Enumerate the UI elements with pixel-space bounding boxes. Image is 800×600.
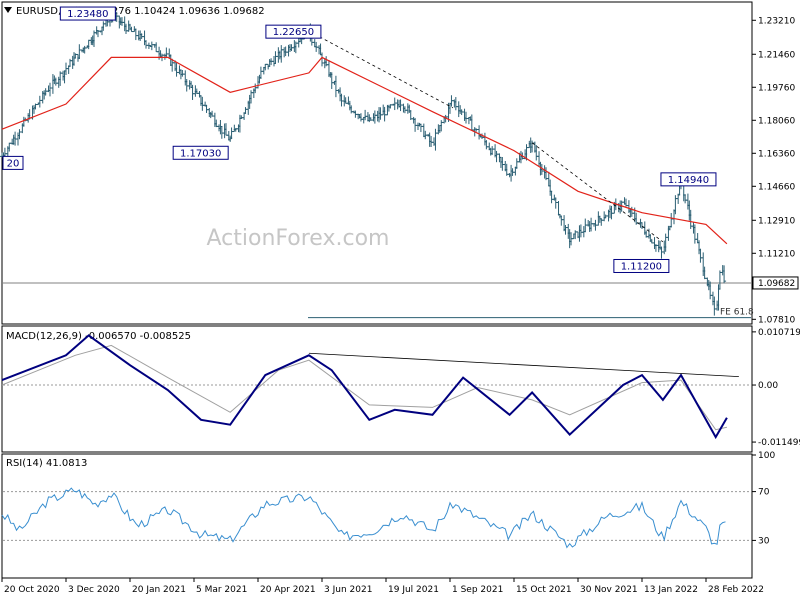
macd-y-label: 0.00 (758, 381, 778, 391)
rsi-y-label: 70 (758, 488, 770, 498)
price-y-label: 1.21460 (758, 50, 795, 60)
price-y-label: 1.11210 (758, 249, 795, 259)
x-tick-label: 3 Dec 2020 (68, 585, 120, 595)
annotation-box (2, 155, 24, 170)
price-layer: FE 61.8 1.23480 1.22650 1.17030 1.14940 1.112… (0, 6, 754, 319)
price-y-label: 1.18060 (758, 116, 795, 126)
macd-signal-line (1, 344, 728, 431)
rsi-y-label: 30 (758, 536, 770, 546)
watermark: ActionForex.com (207, 226, 390, 251)
macd-label: MACD(12,26,9) -0.006570 -0.008525 (6, 331, 191, 342)
annotation-label: 20 (7, 158, 20, 169)
macd-y-label: -0.011499 (758, 438, 800, 448)
price-y-label: 1.19760 (758, 83, 795, 93)
annotation-box (172, 145, 229, 160)
price-y-label: 1.14660 (758, 182, 795, 192)
price-y-label: 1.16360 (758, 149, 795, 159)
macd-pane-frame (1, 325, 753, 453)
price-annotation: 1.22650 (265, 24, 322, 39)
price-annotation: 1.14940 (660, 172, 717, 187)
x-tick-label: 28 Feb 2022 (708, 585, 764, 595)
macd-trendline (308, 352, 739, 377)
macd-y-label: 0.010719 (758, 328, 800, 338)
rsi-label: RSI(14) 41.0813 (6, 458, 87, 469)
price-pane-frame (1, 1, 753, 325)
annotation-label: 1.14940 (668, 175, 709, 186)
x-tick-label: 20 Apr 2021 (260, 585, 316, 595)
x-tick-label: 19 Jul 2021 (388, 585, 439, 595)
rsi-y-label: 100 (758, 451, 775, 461)
macd-layer (1, 334, 751, 440)
symbol-header: EURUSD,Daily 1.10276 1.10424 1.09636 1.0… (16, 6, 265, 17)
annotation-box (265, 24, 322, 39)
rsi-layer (1, 487, 751, 549)
price-annotation: 1.11200 (613, 258, 670, 273)
price-y-label: 1.09682 (758, 279, 795, 289)
annotation-label: 1.22650 (273, 27, 314, 38)
x-tick-label: 20 Oct 2020 (4, 585, 60, 595)
x-tick-label: 1 Sep 2021 (452, 585, 503, 595)
price-annotation: 1.23480 (59, 6, 116, 21)
current-price-box (752, 276, 799, 290)
annotation-label: 1.17030 (180, 148, 221, 159)
x-tick-label: 13 Jan 2022 (644, 585, 698, 595)
annotation-label: 1.11200 (621, 261, 662, 272)
x-tick-label: 3 Jun 2021 (324, 585, 372, 595)
moving-average-line (1, 56, 728, 245)
dropdown-arrow-icon[interactable] (4, 7, 12, 13)
price-annotation: 1.17030 (172, 145, 229, 160)
macd-main-line (1, 334, 728, 440)
annotation-box (613, 258, 670, 273)
x-tick-label: 30 Nov 2021 (580, 585, 638, 595)
x-tick-label: 20 Jan 2021 (132, 585, 186, 595)
x-tick-label: 15 Oct 2021 (516, 585, 572, 595)
rsi-line (1, 487, 726, 549)
annotation-box (660, 172, 717, 187)
fe-level-label: FE 61.8 (720, 308, 754, 318)
annotation-box (59, 6, 116, 21)
price-annotation: 20 (2, 155, 24, 170)
annotation-label: 1.23480 (67, 9, 108, 20)
price-y-label: 1.23210 (758, 16, 795, 26)
price-y-label: 1.07810 (758, 315, 795, 325)
price-y-label: 1.12910 (758, 216, 795, 226)
x-tick-label: 5 Mar 2021 (196, 585, 247, 595)
price-bar (722, 265, 727, 284)
axis-layer: 1.23210 1.21460 1.19760 1.18060 1.16360 1.146… (1, 16, 800, 595)
